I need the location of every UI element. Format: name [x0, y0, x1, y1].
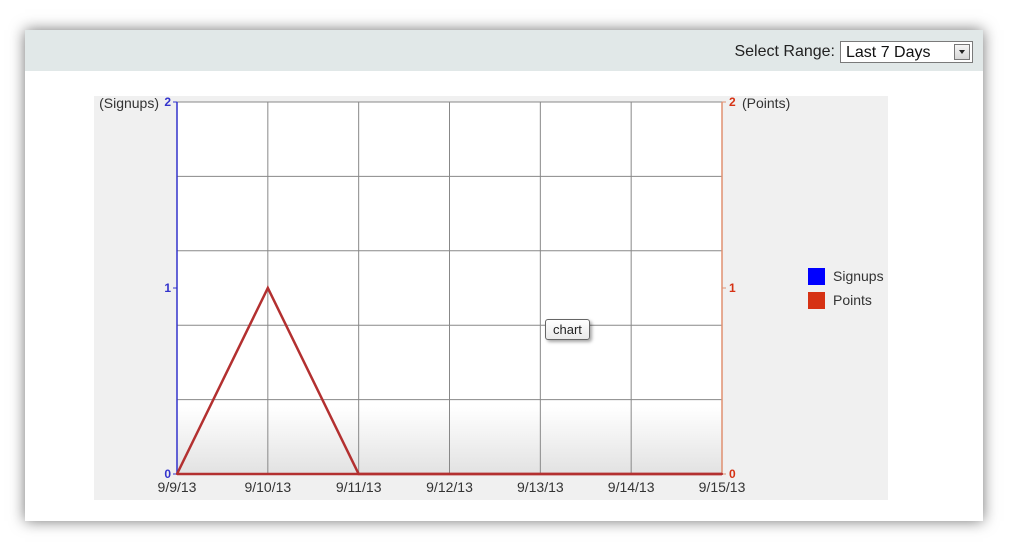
- data-point-signups: [357, 473, 360, 475]
- range-label: Select Range:: [734, 43, 835, 60]
- range-select[interactable]: Last 7 Days: [840, 41, 973, 63]
- x-tick-label: 9/11/13: [336, 479, 382, 495]
- x-tick-label: 9/10/13: [244, 479, 291, 495]
- right-tick-label: 0: [729, 467, 736, 481]
- x-tick-label: 9/15/13: [699, 479, 746, 495]
- x-tick-label: 9/14/13: [608, 479, 655, 495]
- x-tick-label: 9/9/13: [158, 479, 197, 495]
- range-select-value: Last 7 Days: [846, 44, 931, 61]
- legend-swatch-points: [808, 292, 825, 309]
- right-tick-label: 2: [729, 95, 736, 109]
- data-point-signups: [630, 473, 633, 475]
- data-point-signups: [721, 473, 723, 475]
- left-tick-label: 2: [164, 95, 171, 109]
- x-tick-label: 9/13/13: [517, 479, 564, 495]
- data-point-signups: [176, 473, 178, 475]
- left-tick-label: 0: [164, 467, 171, 481]
- data-point-points: [266, 473, 269, 475]
- data-point-signups: [539, 473, 542, 475]
- legend-label-signups: Signups: [833, 268, 884, 284]
- data-point-signups: [266, 287, 269, 289]
- legend-label-points: Points: [833, 292, 872, 308]
- chevron-down-icon[interactable]: [954, 44, 970, 60]
- x-tick-label: 9/12/13: [426, 479, 473, 495]
- toolbar: Select Range: Last 7 Days: [25, 30, 983, 71]
- data-point-signups: [448, 473, 451, 475]
- left-axis-label: (Signups): [99, 95, 159, 111]
- right-tick-label: 1: [729, 281, 736, 295]
- legend-swatch-signups: [808, 268, 825, 285]
- left-tick-label: 1: [164, 281, 171, 295]
- right-axis-label: (Points): [742, 95, 790, 111]
- chart-tooltip: chart: [545, 319, 590, 340]
